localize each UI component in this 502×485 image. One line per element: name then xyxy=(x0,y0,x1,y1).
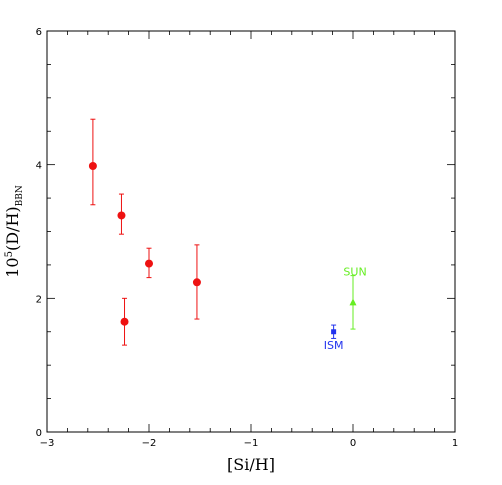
error-bars xyxy=(90,118,356,346)
x-tick-label: −3 xyxy=(40,438,55,449)
y-tick-label: 4 xyxy=(36,161,42,172)
axis-ticks xyxy=(46,30,456,433)
plot-frame xyxy=(46,30,456,433)
data-point-triangle xyxy=(349,298,357,306)
x-axis-label: [Si/H] xyxy=(227,455,275,474)
axis-tick-labels: −3 −2 −1 0 1 0 2 4 6 xyxy=(36,27,459,449)
y-axis-label-base: 10 xyxy=(3,257,22,277)
y-axis-label: 105(D/H)BBN xyxy=(3,185,25,278)
annotation-label: ISM xyxy=(324,339,344,352)
data-point-square xyxy=(331,329,337,335)
y-axis-label-ratio: (D/H) xyxy=(3,206,22,251)
x-tick-label: 1 xyxy=(452,438,458,449)
data-point-circle xyxy=(120,317,129,326)
point-annotations: ISM SUN xyxy=(324,266,367,353)
data-markers xyxy=(88,162,357,335)
y-tick-label: 2 xyxy=(36,294,42,305)
x-tick-label: 0 xyxy=(350,438,356,449)
y-tick-label: 0 xyxy=(36,428,42,439)
annotation-label: SUN xyxy=(343,266,366,279)
data-point-circle xyxy=(117,211,126,220)
data-point-circle xyxy=(88,162,97,171)
y-tick-label: 6 xyxy=(36,27,42,38)
data-point-circle xyxy=(145,259,153,268)
x-tick-label: −1 xyxy=(244,438,259,449)
data-point-circle xyxy=(192,278,201,287)
y-axis-label-exponent: 5 xyxy=(4,251,15,257)
x-tick-label: −2 xyxy=(142,438,157,449)
y-axis-label-subscript: BBN xyxy=(15,185,25,206)
